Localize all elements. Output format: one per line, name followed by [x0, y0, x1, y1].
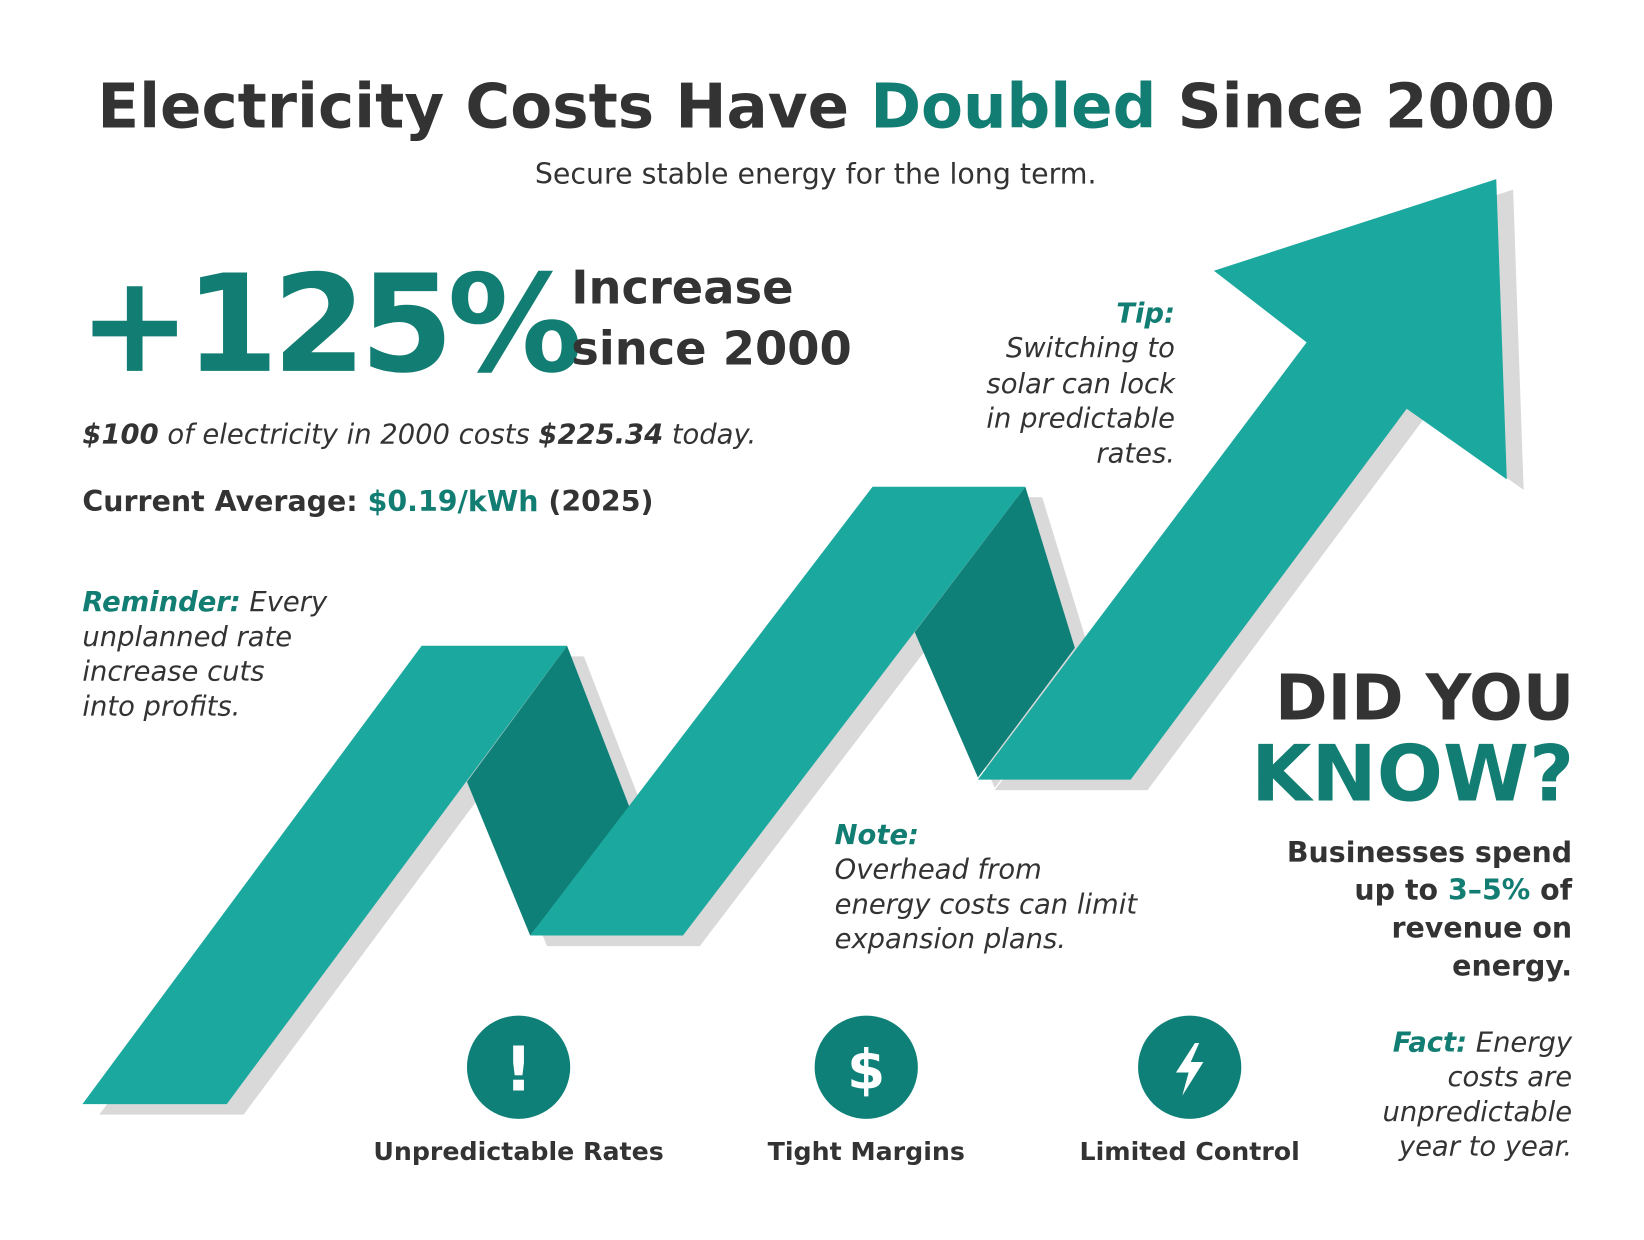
fact-line: year to year.: [1398, 1132, 1572, 1163]
reminder-line: into profits.: [82, 691, 240, 722]
fact-label: Fact:: [1393, 1027, 1467, 1058]
subtitle: Secure stable energy for the long term.: [535, 157, 1097, 190]
label: Current Average:: [82, 485, 357, 518]
comparison-text: today.: [672, 420, 756, 451]
tip-line: solar can lock: [986, 369, 1176, 400]
fact: Fact: Energy costs are unpredictable yea…: [1383, 1027, 1573, 1162]
title-highlight: Doubled: [870, 71, 1156, 142]
arrow-strip: [82, 645, 568, 1105]
icon-symbol: $: [847, 1037, 885, 1101]
amount: $100: [82, 420, 158, 451]
reminder-line: increase cuts: [82, 657, 264, 688]
note-line: energy costs can limit: [835, 889, 1139, 920]
reminder-label: Reminder:: [82, 587, 240, 618]
dyk-text: of: [1540, 874, 1573, 907]
note-line: expansion plans.: [835, 924, 1066, 955]
amount: $225.34: [538, 420, 663, 451]
dyk-highlight: 3–5%: [1448, 874, 1530, 907]
year: (2025): [548, 485, 653, 518]
icon-label: Tight Margins: [768, 1137, 965, 1166]
icon-circle: [466, 1015, 571, 1119]
icon-circle: [814, 1015, 918, 1119]
comparison-text: of electricity in 2000 costs: [167, 420, 529, 451]
icon-symbol: !: [505, 1034, 533, 1105]
reminder: Reminder: Every unplanned rate increase …: [82, 587, 328, 722]
reminder-text: Every: [249, 587, 328, 618]
note-label: Note:: [835, 820, 919, 851]
icon-row: ! Unpredictable Rates $ Tight Margins Li…: [373, 1015, 1300, 1166]
dyk-line: Businesses spend: [1287, 836, 1572, 869]
current-average: Current Average: $0.19/kWh (2025): [82, 485, 653, 518]
tip: Tip: Switching to solar can lock in pred…: [986, 298, 1176, 469]
bolt-icon: [1175, 1042, 1204, 1096]
arrow: [82, 179, 1507, 1105]
tip-line: in predictable: [986, 404, 1174, 435]
dyk-heading: KNOW?: [1251, 730, 1574, 820]
fact-line: unpredictable: [1383, 1097, 1573, 1128]
note-line: Overhead from: [835, 855, 1042, 886]
icon-label: Limited Control: [1080, 1137, 1300, 1166]
dyk-line: up to 3–5% of: [1354, 874, 1572, 907]
stat-value: +125%: [78, 246, 578, 403]
dyk-line: energy.: [1452, 950, 1572, 983]
tip-line: Switching to: [1006, 333, 1175, 364]
arrow-head: [977, 179, 1507, 780]
stat-label: Increase: [571, 260, 793, 314]
did-you-know: DID YOU KNOW? Businesses spend up to 3–5…: [1251, 661, 1574, 983]
fact-line: Fact: Energy: [1393, 1027, 1573, 1058]
icon-label: Unpredictable Rates: [373, 1137, 663, 1166]
arrow-strip: [530, 486, 1026, 936]
comparison: $100 of electricity in 2000 costs $225.3…: [82, 420, 756, 451]
dyk-text: up to: [1354, 874, 1438, 907]
fact-line: costs are: [1447, 1062, 1572, 1093]
dyk-heading: DID YOU: [1275, 661, 1574, 735]
tip-line: rates.: [1096, 438, 1175, 469]
value: $0.19/kWh: [368, 485, 539, 518]
dyk-line: revenue on: [1392, 912, 1573, 945]
reminder-line: Reminder: Every: [82, 587, 328, 618]
fact-text: Energy: [1476, 1027, 1573, 1058]
title: Electricity Costs Have Doubled Since 200…: [97, 71, 1555, 142]
arrow-fold: [914, 486, 1075, 778]
tip-label: Tip:: [1116, 298, 1175, 329]
note: Note: Overhead from energy costs can lim…: [835, 820, 1139, 955]
arrow-fold: [466, 645, 631, 936]
stat-label: since 2000: [571, 322, 851, 376]
title-text: Since 2000: [1178, 71, 1555, 142]
reminder-line: unplanned rate: [82, 622, 292, 653]
title-text: Electricity Costs Have: [97, 71, 849, 142]
